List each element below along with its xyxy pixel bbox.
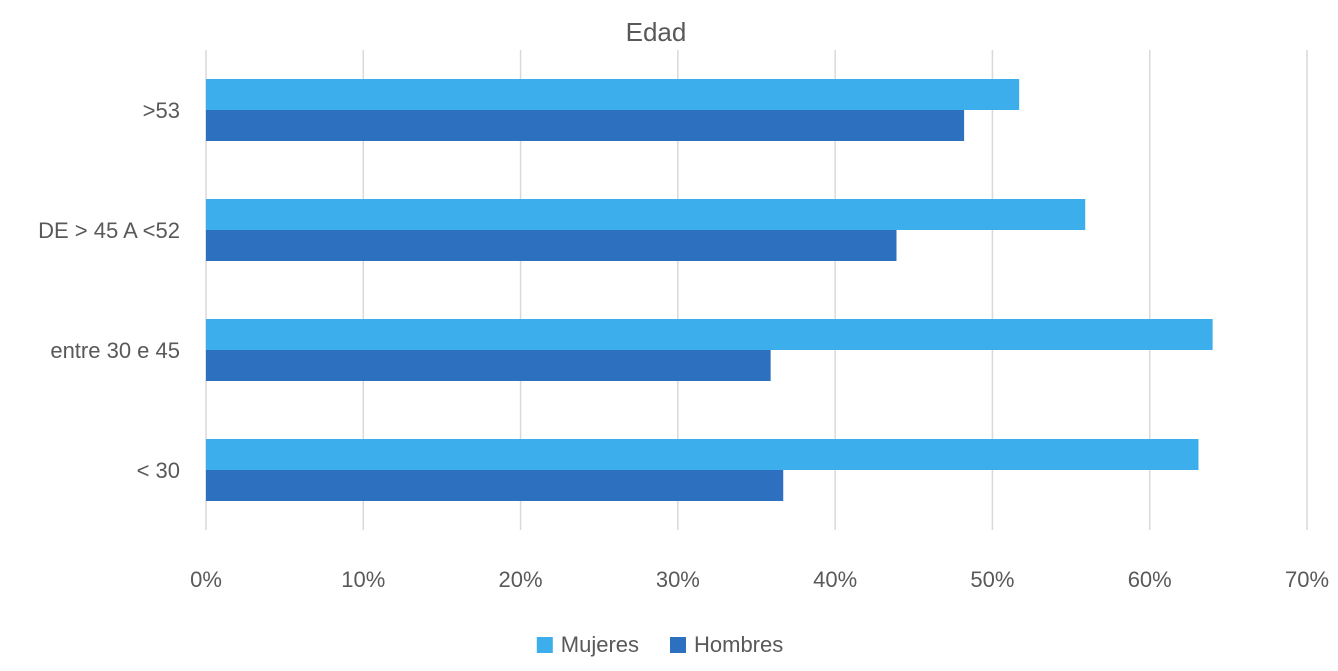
x-tick-label: 10% — [341, 567, 385, 592]
x-tick-label: 70% — [1285, 567, 1329, 592]
bars — [206, 79, 1213, 501]
bar-mujeres — [206, 319, 1213, 350]
x-tick-label: 60% — [1128, 567, 1172, 592]
category-labels: >53 DE > 45 A <52 entre 30 e 45 < 30 — [38, 98, 180, 483]
x-tick-label: 20% — [499, 567, 543, 592]
bar-hombres — [206, 230, 897, 261]
legend-label-mujeres: Mujeres — [561, 632, 639, 657]
x-axis-tick-labels: 0% 10% 20% 30% 40% 50% 60% 70% — [190, 567, 1329, 592]
bar-mujeres — [206, 199, 1086, 230]
legend-swatch-mujeres — [536, 637, 553, 653]
bar-hombres — [206, 110, 965, 141]
legend-swatch-hombres — [670, 637, 686, 653]
bar-hombres — [206, 470, 784, 501]
x-tick-label: 0% — [190, 567, 222, 592]
x-tick-label: 40% — [813, 567, 857, 592]
bar-hombres — [206, 350, 771, 381]
category-label: DE > 45 A <52 — [38, 218, 180, 243]
chart-title: Edad — [626, 17, 687, 47]
category-label: >53 — [143, 98, 180, 123]
bar-mujeres — [206, 79, 1020, 110]
category-label: entre 30 e 45 — [50, 338, 180, 363]
bar-mujeres — [206, 439, 1199, 470]
category-label: < 30 — [137, 458, 180, 483]
legend: Mujeres Hombres — [536, 632, 783, 657]
legend-label-hombres: Hombres — [694, 632, 783, 657]
x-tick-label: 30% — [656, 567, 700, 592]
x-tick-label: 50% — [970, 567, 1014, 592]
